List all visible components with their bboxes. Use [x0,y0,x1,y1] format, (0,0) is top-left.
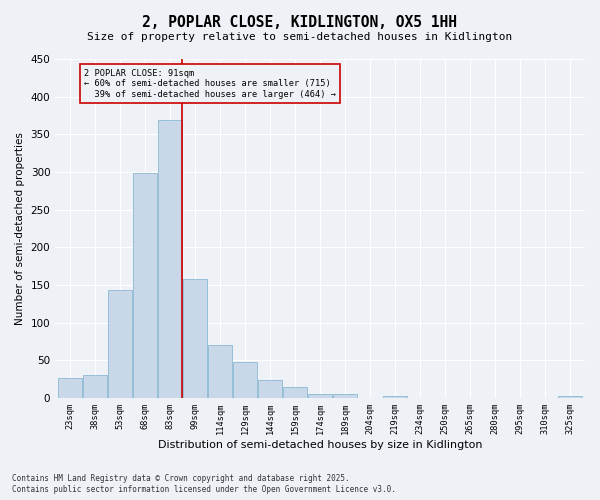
Bar [183,279,207,398]
Bar [108,290,132,398]
Bar [233,362,257,398]
Bar [158,120,182,398]
Bar [383,396,407,398]
Bar [208,346,232,398]
Bar [283,387,307,398]
Text: 2 POPLAR CLOSE: 91sqm
← 60% of semi-detached houses are smaller (715)
  39% of s: 2 POPLAR CLOSE: 91sqm ← 60% of semi-deta… [84,69,336,98]
Bar [83,376,107,398]
Bar [133,173,157,398]
Text: Contains HM Land Registry data © Crown copyright and database right 2025.
Contai: Contains HM Land Registry data © Crown c… [12,474,396,494]
Bar [558,396,582,398]
X-axis label: Distribution of semi-detached houses by size in Kidlington: Distribution of semi-detached houses by … [158,440,482,450]
Text: 2, POPLAR CLOSE, KIDLINGTON, OX5 1HH: 2, POPLAR CLOSE, KIDLINGTON, OX5 1HH [143,15,458,30]
Y-axis label: Number of semi-detached properties: Number of semi-detached properties [15,132,25,325]
Text: Size of property relative to semi-detached houses in Kidlington: Size of property relative to semi-detach… [88,32,512,42]
Bar [258,380,282,398]
Bar [333,394,357,398]
Bar [58,378,82,398]
Bar [308,394,332,398]
